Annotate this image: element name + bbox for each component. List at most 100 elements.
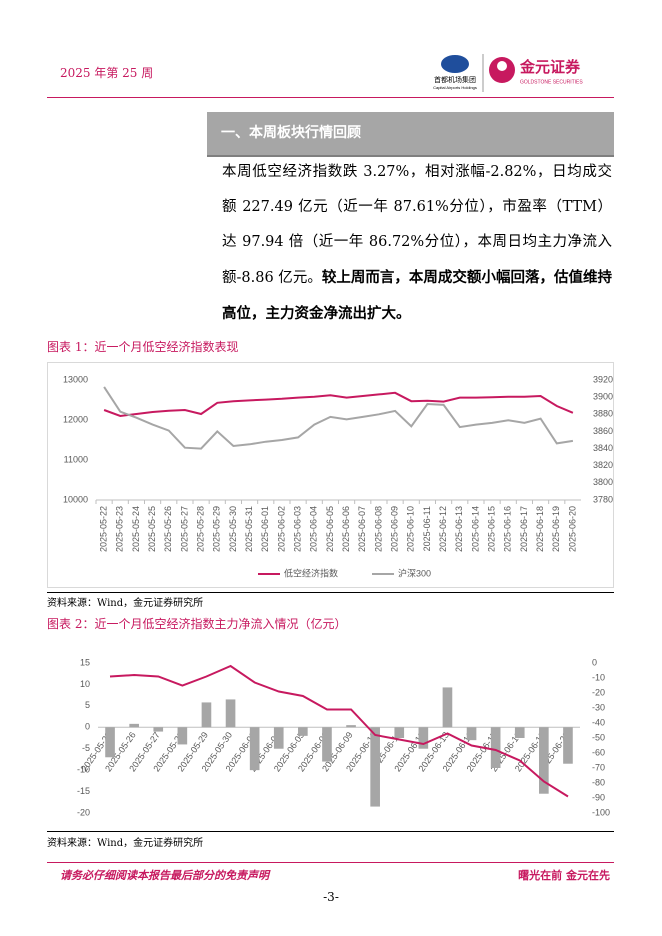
x-tick-label: 2025-06-14 [470,506,480,552]
logos: 首都机场集团 Capital Airports Holdings 金元证券 GO… [433,54,583,92]
y2-tick-label: 0 [592,657,597,667]
x-tick-label: 2025-06-15 [486,506,496,552]
y-tick-label: -20 [77,807,90,817]
disclaimer: 请务必仔细阅读本报告最后部分的免责声明 [60,869,269,882]
x-tick-label: 2025-06-05 [325,506,335,552]
x-tick-label: 2025-05-22 [98,506,108,552]
bar [201,702,212,728]
header-rule [47,97,614,98]
y-tick-label: 13000 [63,374,88,384]
bar [514,727,525,738]
rule [47,831,614,832]
x-tick-label: 2025-06-02 [276,506,286,552]
paragraph: 本周低空经济指数跌 3.27%，相对涨幅-2.82%，日均成交额 227.49 … [222,155,612,332]
source: 资料来源：Wind，金元证券研究所 [47,598,204,609]
partner-icon [441,55,469,73]
x-tick-label: 2025-06-17 [519,506,529,552]
bar [225,699,236,728]
bar [273,727,284,749]
x-tick-label: 2025-05-28 [195,506,205,552]
y-tick-label: 10000 [63,494,88,504]
source: 资料来源：Wind，金元证券研究所 [47,838,204,849]
section-title: 一、本周板块行情回顾 [207,112,614,157]
x-tick-label: 2025-06-12 [438,506,448,552]
bar [442,687,453,728]
y-tick-label: 10 [80,679,90,689]
bar [539,727,549,794]
bar [490,727,501,768]
chart-title: 图表 1：近一个月低空经济指数表现 [47,340,239,354]
partner-cn: 首都机场集团 [434,75,476,84]
x-tick-label: 2025-06-16 [503,506,513,552]
page-number: -3- [323,890,339,904]
paragraph-bold: 较上周而言，本周成交额小幅回落，估值维持高位，主力资金净流出扩大。 [222,269,613,322]
x-tick-label: 2025-05-31 [244,506,254,552]
brand-icon-dot [497,61,507,71]
y2-tick-label: 3840 [593,443,613,453]
bar [418,727,429,749]
y2-tick-label: 3860 [593,426,613,436]
brand-en: GOLDSTONE SECURITIES [520,79,583,85]
x-tick-label: 2025-05-26 [163,506,173,552]
paragraph-text: 本周低空经济指数跌 3.27%，相对涨幅-2.82%，日均成交额 227.49 … [222,164,612,286]
y2-tick-label: -60 [592,747,605,757]
line [103,386,574,450]
y2-tick-label: -20 [592,687,605,697]
x-tick-label: 2025-06-03 [292,506,302,552]
x-tick-label: 2025-05-24 [131,506,141,552]
bar [129,723,139,728]
y2-tick-label: -30 [592,702,605,712]
chart: -20-15-10-5051015-100-90-80-70-60-50-40-… [77,657,610,817]
y2-tick-label: -50 [592,732,605,742]
bar [394,727,405,738]
y-tick-label: 0 [85,722,90,732]
y2-tick-label: 3780 [593,494,613,504]
bar [105,727,115,758]
y-tick-label: 12000 [63,414,88,424]
bar [249,727,260,771]
x-tick-label: 2025-06-08 [373,506,383,552]
y2-tick-label: -10 [592,672,605,682]
x-tick-label: 2025-06-09 [389,506,399,552]
x-tick-label: 2025-05-23 [115,506,125,552]
chart: 10000 11000 12000 13000 3780 3800 3820 3840 3860… [47,362,614,588]
week: 2025 年第 25 周 [60,66,154,80]
y2-tick-label: 3900 [593,392,613,402]
bar [346,725,356,728]
x-tick-label: 2025-06-07 [357,506,367,552]
y-tick-label: 15 [80,657,90,667]
y2-tick-label: 3820 [593,460,613,470]
y-tick-label: -15 [77,786,90,796]
x-tick-label: 2025-06-19 [551,506,561,552]
x-tick-label: 2025-06-20 [567,506,577,552]
x-tick-label: 2025-05-29 [212,506,222,552]
rule [47,592,614,593]
y2-tick-label: -90 [592,792,605,802]
y-tick-label: 11000 [64,454,88,464]
x-tick-label: 2025-05-27 [179,506,189,552]
y2-tick-label: 3800 [593,477,613,487]
y2-tick-label: -80 [592,777,605,787]
y2-tick-label: -70 [592,762,605,772]
bar [322,727,332,762]
bar [298,727,308,736]
x-tick-label: 2025-06-04 [309,506,319,552]
x-tick-label: 2025-06-13 [454,506,464,552]
bar [153,727,164,732]
footer-rule [47,862,614,863]
bar [177,727,188,745]
x-tick-label: 2025-06-06 [341,506,351,552]
x-tick-label: 2025-06-11 [422,506,432,551]
x-tick-label: 2025-05-30 [228,506,238,552]
x-tick-label: 2025-06-18 [535,506,545,552]
partner-en: Capital Airports Holdings [433,85,477,90]
y2-tick-label: 3920 [593,374,613,384]
brand-cn: 金元证券 [519,58,581,76]
bar [563,727,573,764]
legend-label: 沪深300 [398,567,431,578]
y2-tick-label: -40 [592,717,605,727]
y2-tick-label: 3880 [593,409,613,419]
y-tick-label: -10 [77,765,90,775]
line [103,391,574,418]
y-tick-label: 5 [85,700,90,710]
